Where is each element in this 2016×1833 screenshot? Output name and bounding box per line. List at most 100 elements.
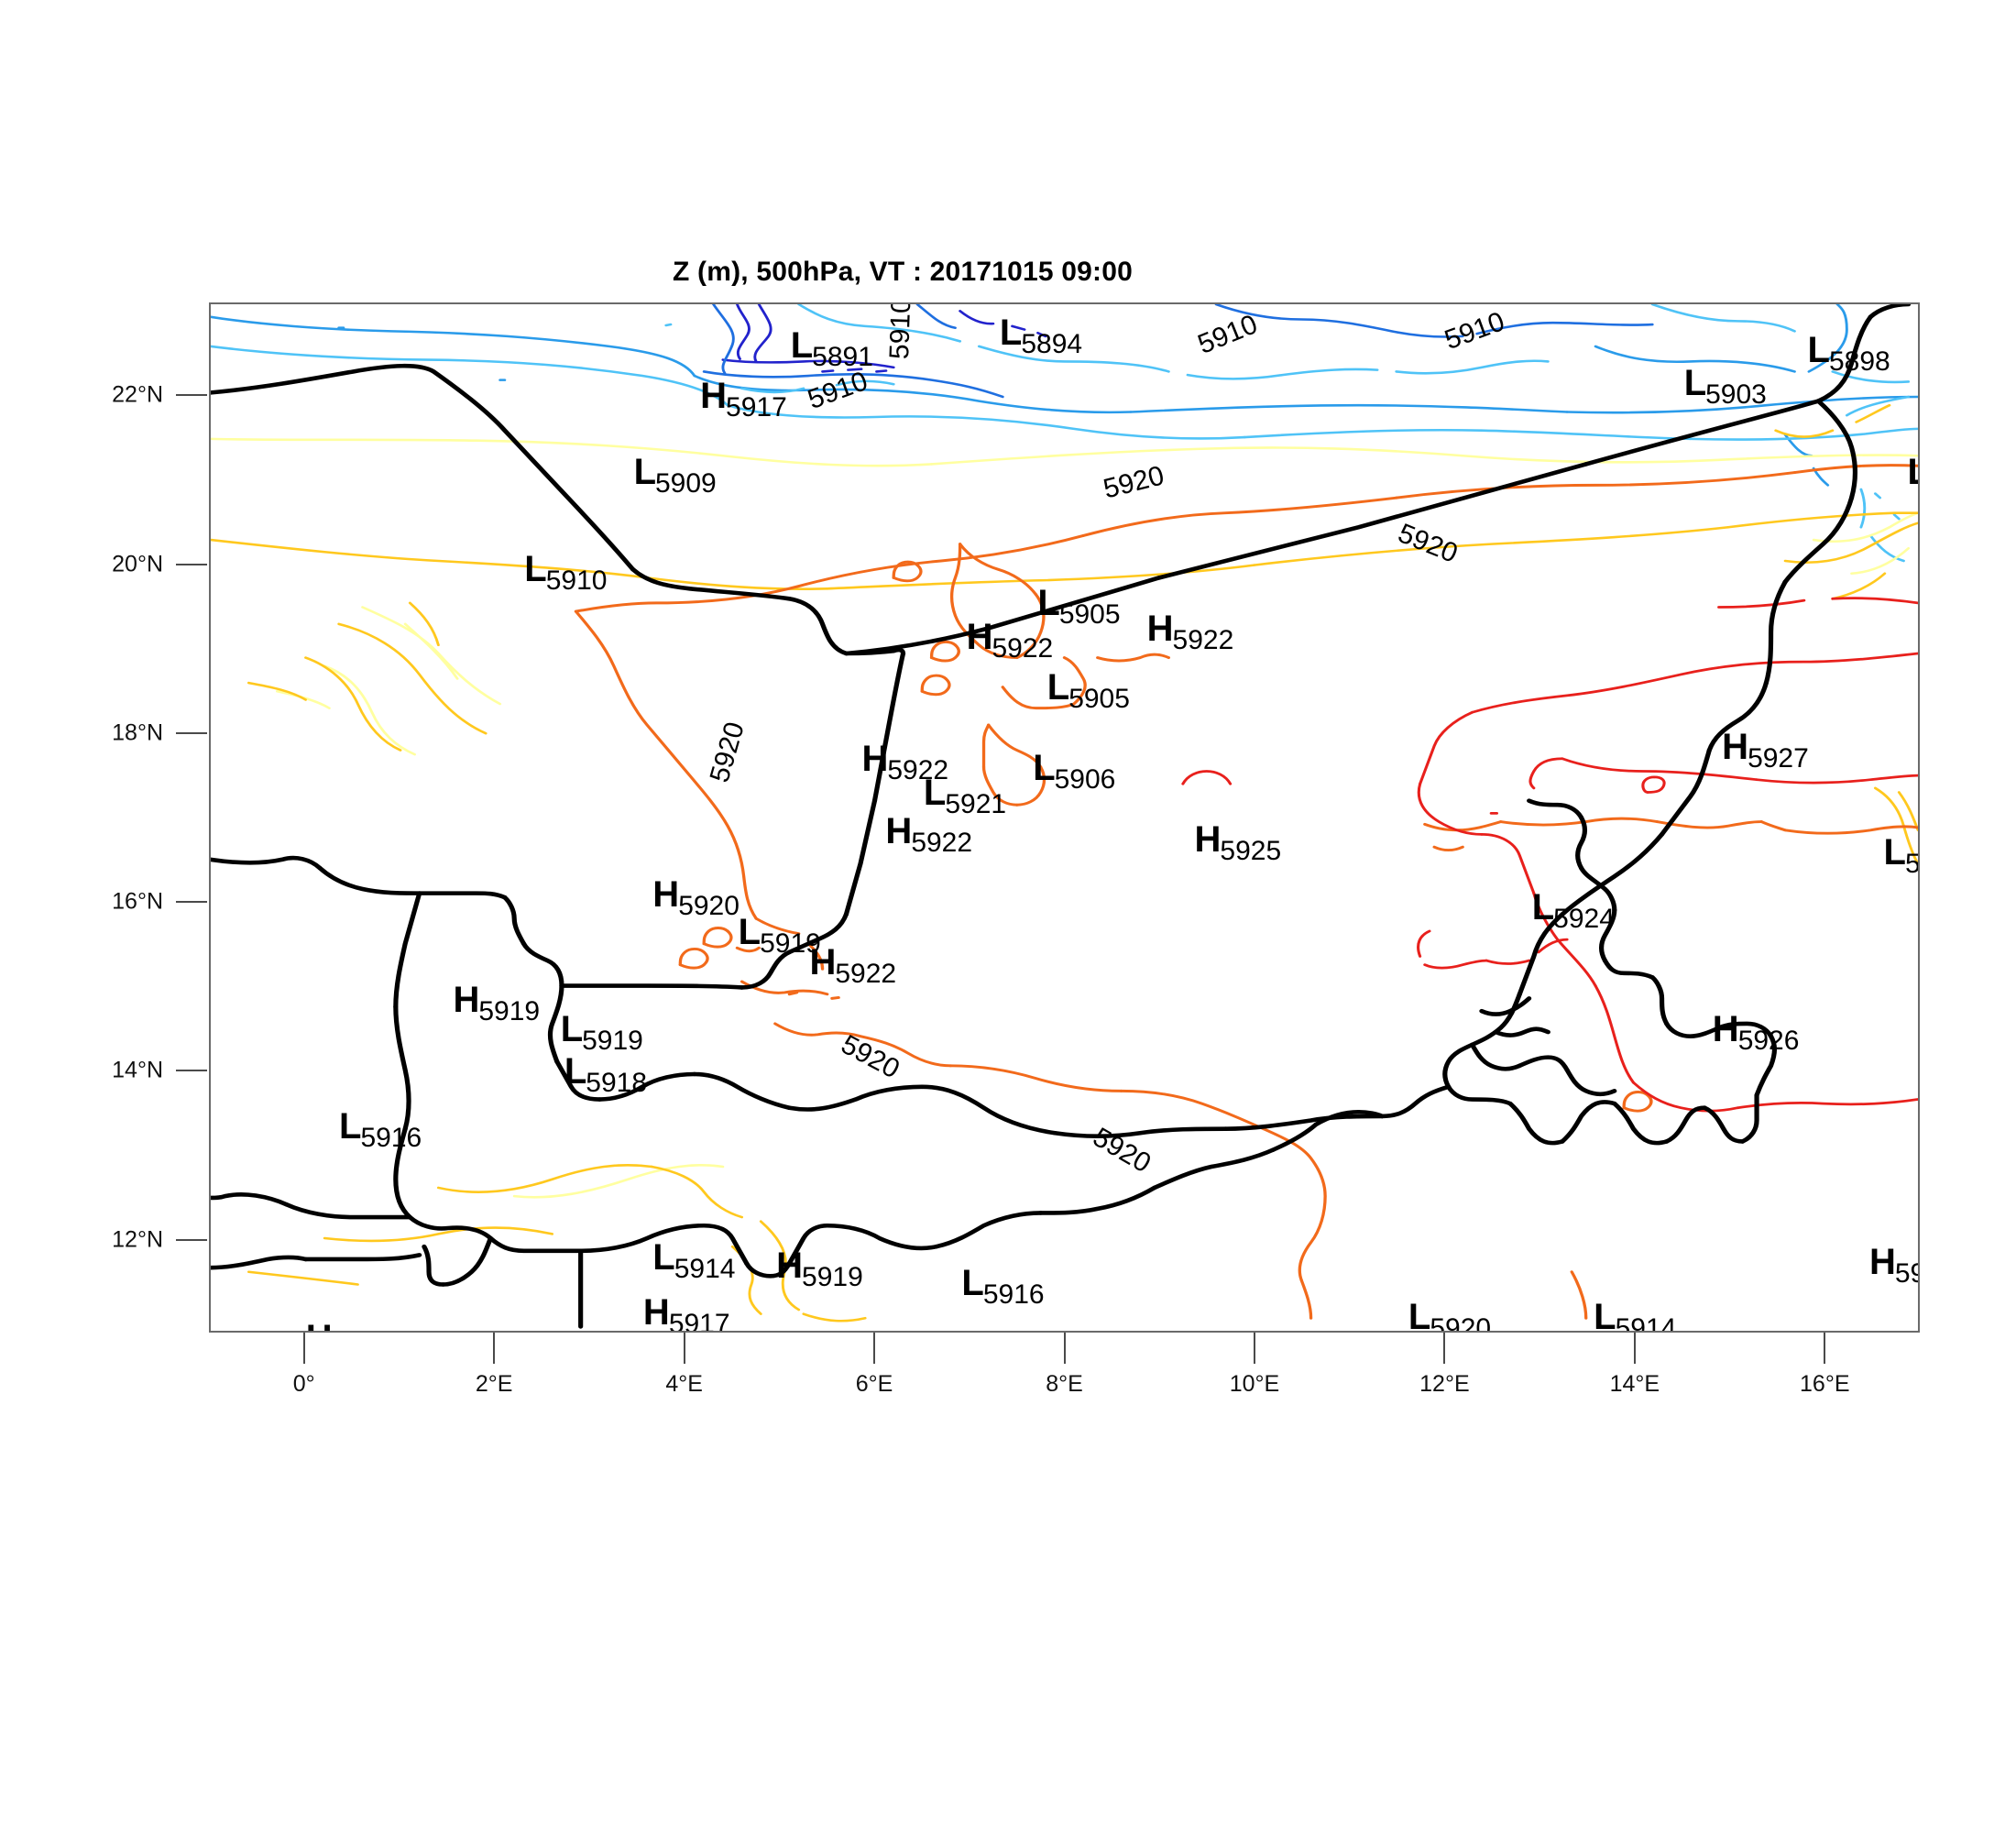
extremum-symbol: H [453,980,480,1021]
y-axis-tick [176,1238,207,1241]
extremum-symbol: H [776,1246,804,1287]
high-center-label: H5917 [643,1292,731,1333]
extremum-value: 5909 [655,468,717,499]
extremum-value: 5924 [1553,903,1615,934]
extremum-value: 5921 [945,789,1007,820]
extremum-symbol: H [885,810,913,851]
extremum-value: 5914 [1615,1312,1677,1333]
extremum-symbol: L [560,1009,584,1050]
low-center-label: L5 [1907,452,1918,493]
y-axis-label: 18°N [112,719,163,746]
extremum-value: 5916 [360,1123,422,1154]
high-center-label: H5925 [1194,819,1283,866]
extremum-symbol: H [1194,819,1222,860]
y-axis-tick [176,1070,207,1072]
extremum-value: 5898 [1828,346,1890,377]
x-axis-label: 12°E [1419,1371,1470,1397]
x-axis-tick [302,1333,305,1364]
extremum-symbol: L [1594,1296,1616,1333]
extremum-symbol: L [564,1051,587,1092]
x-axis-label: 0° [292,1371,315,1397]
page-title: Z (m), 500hPa, VT : 20171015 09:00 [672,257,1134,287]
extremum-symbol: H [1722,726,1749,767]
extremum-value: 5905 [1068,684,1130,715]
high-center-label: H5927 [1722,726,1810,774]
extremum-symbol: L [1037,583,1060,624]
high-center-label: H59 [1868,1241,1918,1289]
extremum-symbol: L [1807,329,1830,370]
extremum-value: 5927 [1748,742,1809,774]
low-center-label: L5905 [1046,667,1131,714]
extremum-value: 5918 [586,1068,648,1099]
low-center-label: L5920 [1408,1296,1492,1333]
y-axis-label: 16°N [112,888,163,915]
extremum-value: 5922 [1172,624,1234,655]
low-center-label: L5919 [560,1009,644,1056]
extremum-value: 5922 [911,827,973,858]
extremum-value: 5891 [812,342,873,373]
extremum-symbol: H [966,616,993,657]
extremum-symbol: L [1907,452,1918,492]
extremum-value: 5919 [582,1026,643,1057]
extremum-value: 5894 [1021,329,1083,360]
extremum-symbol: L [1531,886,1555,927]
low-center-label: L5909 [634,452,718,499]
x-axis-label: 8°E [1046,1371,1083,1397]
extremum-symbol: L [1408,1296,1431,1333]
extremum-symbol: L [790,325,814,367]
extremum-symbol: H [1868,1241,1896,1282]
low-center-label: L5894 [999,313,1083,359]
extremum-value: 5920 [678,890,740,921]
low-center-label: L5910 [524,549,608,596]
x-axis-tick [683,1333,685,1364]
extremum-symbol: H [1712,1009,1739,1050]
extremum-value: 5917 [726,392,787,423]
y-axis-label: 22°N [112,381,163,408]
low-center-label: L5918 [564,1051,648,1098]
extremum-value: 59 [1904,848,1920,879]
low-center-label: L5905 [1037,583,1121,630]
high-center-label: H5920 [652,873,740,921]
extremum-value: 5922 [887,755,949,786]
extremum-value: 5926 [1737,1026,1800,1057]
y-axis-tick [176,563,207,565]
x-axis-label: 14°E [1609,1371,1660,1397]
extremum-symbol: L [1883,831,1906,873]
x-axis-label: 4°E [665,1371,703,1397]
extremum-symbol: L [652,1237,675,1279]
x-axis-tick [1253,1333,1255,1364]
extremum-value: 5917 [668,1308,730,1333]
extremum-symbol: L [1046,667,1070,708]
low-center-label: L5914 [652,1237,736,1284]
x-axis-tick [1633,1333,1636,1364]
low-center-label: L5924 [1531,886,1616,934]
y-axis-tick [176,901,207,904]
extremum-symbol: H [652,873,680,915]
low-center-label: L5903 [1684,363,1768,410]
x-axis-label: 10°E [1229,1371,1280,1397]
low-center-label: L5898 [1807,329,1891,377]
y-axis-label: 12°N [112,1226,163,1253]
extremum-value: 5905 [1058,599,1121,631]
extremum-value: 5919 [760,928,821,960]
extremum-symbol: L [1033,747,1056,788]
map-canvas [211,304,1918,1329]
y-axis-label: 14°N [112,1057,163,1083]
low-center-label: L5919 [739,912,822,959]
low-center-label: L5914 [1594,1296,1677,1333]
extremum-symbol: L [999,313,1023,354]
map-plot-area[interactable]: H5917 L5891 L5894 L5898 L5903 L5909 L5910 L5905… [209,302,1920,1333]
extremum-value: 5922 [992,632,1054,664]
x-axis-tick [1063,1333,1066,1364]
high-center-label: H5919 [453,980,541,1026]
high-center-label: H5922 [1146,608,1235,655]
y-axis-label: 20°N [112,551,163,577]
extremum-value: 5903 [1705,379,1767,411]
high-center-label: H5926 [1712,1009,1801,1056]
extremum-symbol: H [306,1318,333,1331]
extremum-symbol: H [1146,608,1174,649]
high-center-label: H5917 [700,376,788,423]
extremum-value: 5906 [1054,763,1116,795]
extremum-symbol: H [700,376,728,417]
